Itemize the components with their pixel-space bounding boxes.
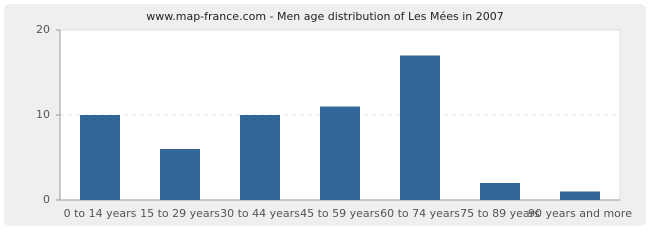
bar [560,191,600,200]
x-tick-label: 75 to 89 years [460,207,540,220]
bar [160,149,200,200]
chart-title: www.map-france.com - Men age distributio… [146,10,503,23]
x-tick-label: 30 to 44 years [220,207,300,220]
bar [320,106,360,200]
y-tick-label: 0 [43,193,50,206]
x-tick-label: 60 to 74 years [380,207,460,220]
y-tick-label: 10 [36,108,50,121]
x-tick-label: 45 to 59 years [300,207,380,220]
bar [480,183,520,200]
chart: www.map-france.com - Men age distributio… [4,4,646,226]
bar [240,115,280,200]
y-tick-label: 20 [36,23,50,36]
x-tick-label: 90 years and more [528,207,632,220]
bar [400,55,440,200]
bar [80,115,120,200]
x-tick-label: 0 to 14 years [64,207,137,220]
x-tick-label: 15 to 29 years [140,207,220,220]
